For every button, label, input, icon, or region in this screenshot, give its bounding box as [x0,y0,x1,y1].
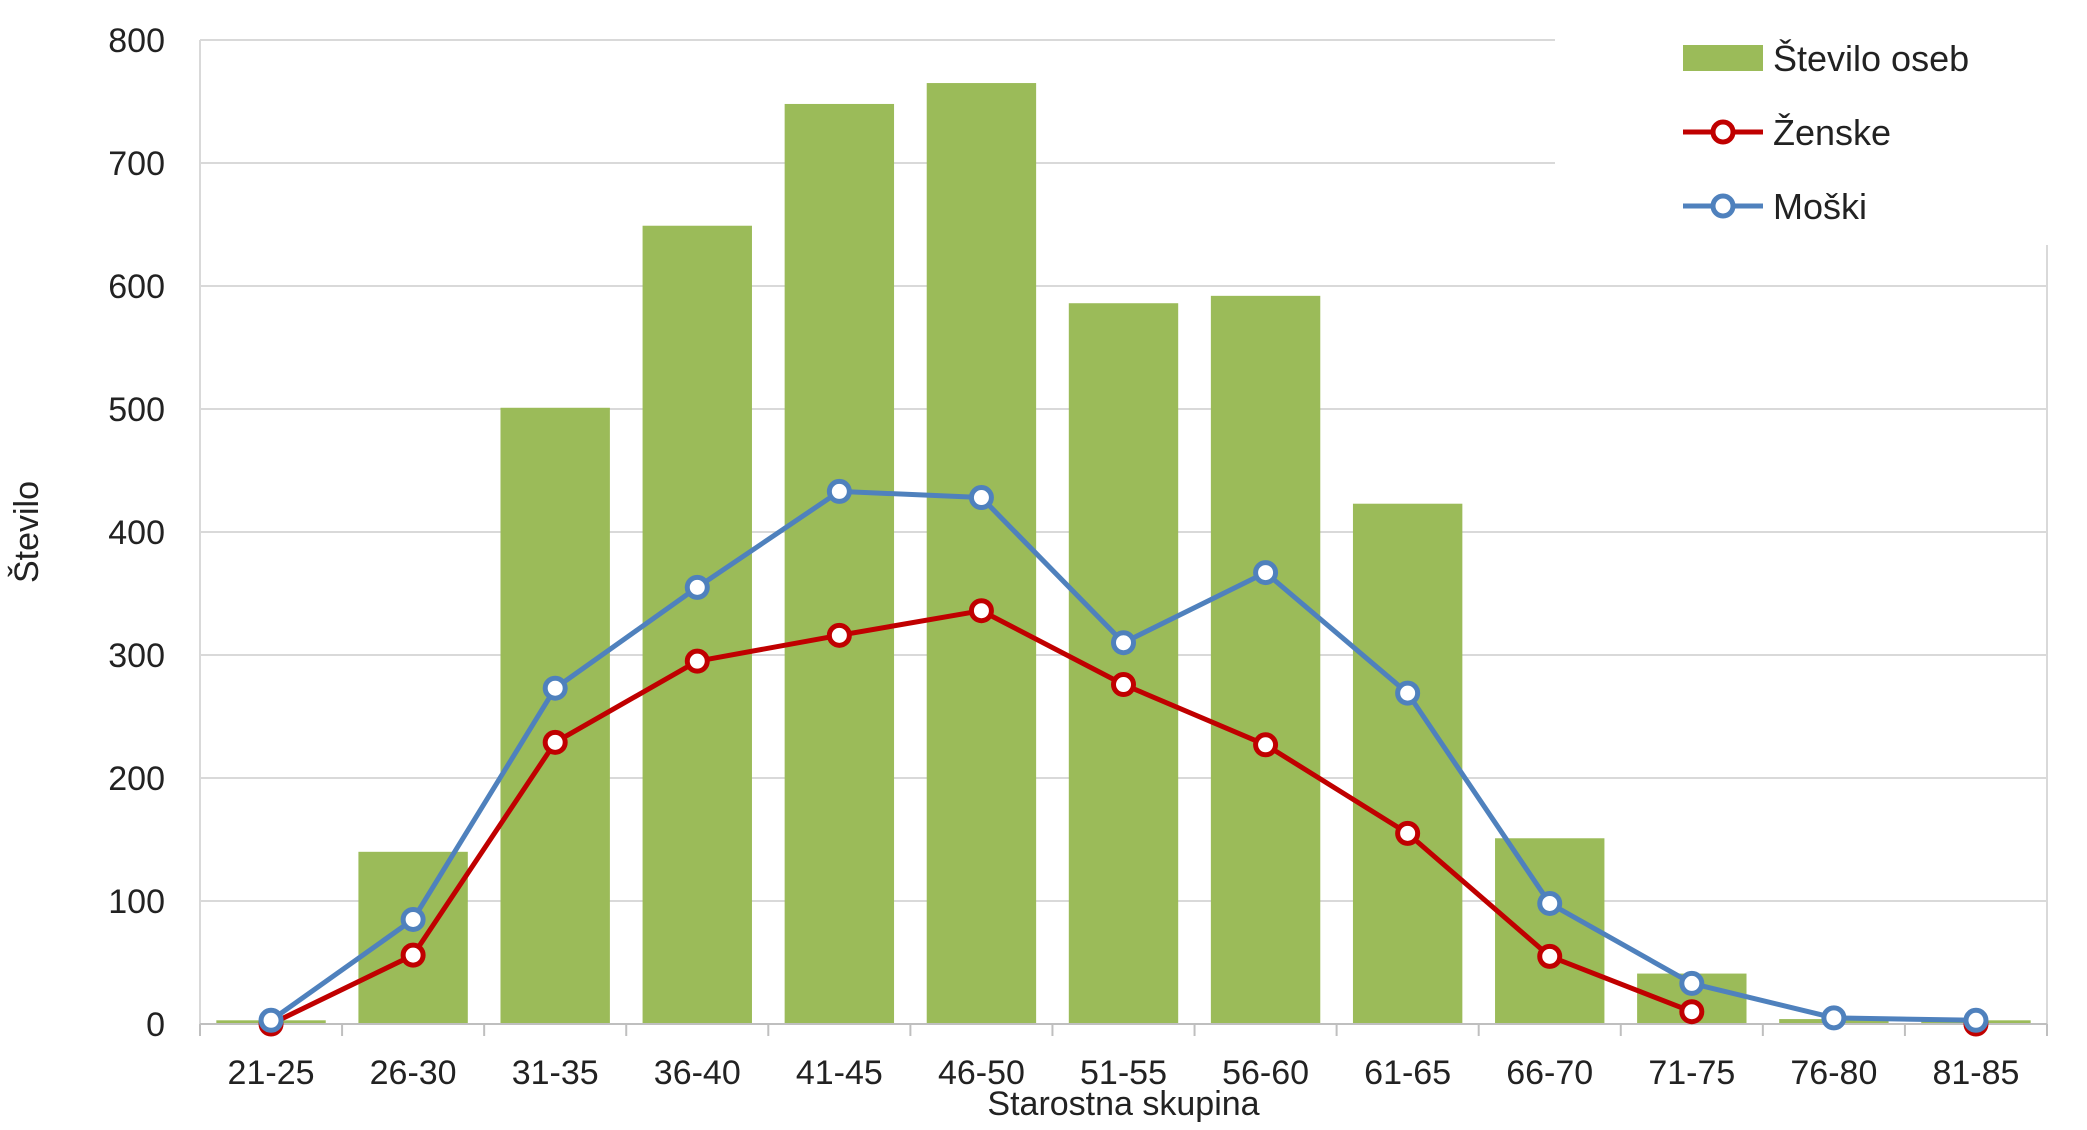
x-tick-label: 61-65 [1364,1054,1451,1092]
data-point [1253,732,1279,758]
data-point [1679,999,1705,1025]
axes [199,40,2048,1036]
y-tick-label: 700 [108,145,165,183]
y-tick-label: 600 [108,268,165,306]
line-series-Moški [258,478,1989,1033]
data-point [826,478,852,504]
data-point [258,1007,284,1033]
legend-item: Moški [1683,186,1867,227]
legend-item: Ženske [1683,112,1891,153]
data-point [1111,630,1136,656]
data-point [1253,560,1279,586]
x-tick-labels: 21-25 26-30 31-35 36-40 41-45 46-50 51-55 56-60… [228,1054,2020,1092]
y-tick-label: 800 [108,22,165,60]
line-series [258,478,1989,1037]
data-point [968,485,994,511]
data-point [684,648,710,674]
bar-series [216,83,2031,1025]
y-tick-label: 300 [108,637,165,675]
y-tick-label: 500 [108,391,165,429]
x-tick-label: 26-30 [370,1054,457,1092]
x-tick-label: 81-85 [1932,1054,2019,1092]
data-point [1537,890,1563,916]
x-tick-label: 36-40 [654,1054,741,1092]
data-point [684,574,710,600]
y-tick-label: 400 [108,514,165,552]
data-point [400,942,426,968]
data-point [1395,680,1421,706]
legend-label: Ženske [1773,112,1891,153]
x-tick-label: 51-55 [1080,1054,1167,1092]
line-series-Ženske [258,598,1989,1037]
y-tick-labels: 0 100 200 300 400 500 600 700 800 [108,22,165,1044]
legend-swatch-marker [1710,193,1736,219]
data-point [400,906,426,932]
data-point [542,729,568,755]
data-point [1821,1005,1847,1031]
legend-label: Moški [1773,186,1867,227]
legend-label: Število oseb [1773,38,1969,79]
x-tick-label: 71-75 [1648,1054,1735,1092]
data-point [1537,943,1563,969]
x-tick-label: 21-25 [228,1054,315,1092]
x-tick-label: 31-35 [512,1054,599,1092]
legend-background [1555,0,2085,245]
data-point [826,622,852,648]
x-tick-label: 56-60 [1222,1054,1309,1092]
legend-swatch-marker [1710,119,1736,145]
legend: Število oseb Ženske Moški [1555,0,2085,245]
data-point [542,675,568,701]
x-tick-label: 76-80 [1790,1054,1877,1092]
x-axis-title: Starostna skupina [987,1085,1259,1123]
bar [358,851,468,1024]
bar [926,83,1037,1025]
bar [642,225,752,1025]
bar [784,103,895,1024]
y-tick-label: 0 [146,1006,165,1044]
x-tick-label: 66-70 [1506,1054,1593,1092]
y-tick-label: 100 [108,883,165,921]
legend-swatch [1683,45,1763,71]
x-tick-label: 46-50 [938,1054,1025,1092]
bar [1210,295,1321,1025]
bar [1495,838,1605,1024]
data-point [1395,820,1421,846]
bar [1352,503,1463,1025]
data-point [968,598,994,624]
data-point [1679,970,1705,996]
y-tick-label: 200 [108,760,165,798]
y-axis-title: Število [8,481,46,583]
data-point [1111,672,1136,698]
legend-item: Število oseb [1683,38,1969,79]
data-point [1963,1007,1989,1033]
x-tick-label: 41-45 [796,1054,883,1092]
bar [500,407,610,1024]
